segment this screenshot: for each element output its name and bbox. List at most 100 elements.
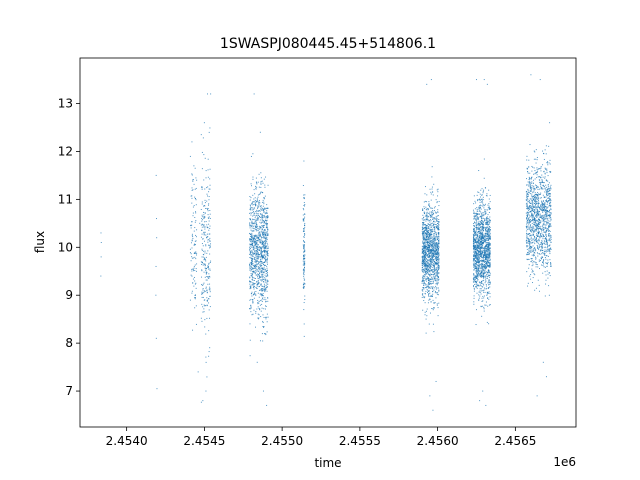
data-point (482, 265, 484, 267)
data-point (476, 284, 478, 286)
data-point (428, 282, 430, 284)
data-point (429, 267, 431, 269)
data-point (485, 245, 487, 247)
data-point (534, 223, 536, 225)
data-point (436, 234, 438, 236)
data-point (431, 238, 433, 240)
data-point (264, 279, 266, 281)
data-point (489, 230, 491, 232)
data-point (438, 260, 440, 262)
data-point (195, 287, 197, 289)
data-point (261, 269, 263, 271)
data-point (487, 248, 489, 250)
data-point (473, 265, 475, 267)
data-point (476, 242, 478, 244)
data-point (425, 214, 427, 216)
data-point (489, 293, 491, 295)
data-point (206, 279, 208, 281)
data-point (534, 204, 536, 206)
data-point (487, 259, 489, 261)
data-point (530, 234, 532, 236)
data-point (422, 237, 424, 239)
data-point (435, 259, 437, 261)
data-point (431, 240, 433, 242)
data-point (546, 216, 548, 218)
data-point (423, 262, 425, 264)
data-point (538, 242, 540, 244)
data-point (255, 234, 257, 236)
data-point (436, 271, 438, 273)
data-point (549, 234, 551, 236)
data-point (423, 258, 425, 260)
data-point (263, 232, 265, 234)
data-point (427, 220, 429, 222)
data-point (195, 305, 197, 307)
data-point (487, 256, 489, 258)
data-point (255, 223, 257, 225)
data-point (260, 266, 262, 268)
data-point (431, 308, 433, 310)
data-point (431, 262, 433, 264)
data-point (478, 281, 480, 283)
data-point (484, 218, 486, 220)
data-point (302, 219, 304, 221)
data-point (477, 273, 479, 275)
data-point (203, 291, 205, 293)
data-point (534, 229, 536, 231)
data-point (543, 223, 545, 225)
data-point (190, 274, 192, 276)
data-point (549, 209, 551, 211)
data-point (426, 236, 428, 238)
data-point (473, 276, 475, 278)
data-point (473, 212, 475, 214)
data-point (528, 226, 530, 228)
data-point (477, 227, 479, 229)
data-point (423, 238, 425, 240)
data-point (259, 267, 261, 269)
data-point (422, 224, 424, 226)
data-point (258, 261, 260, 263)
data-point (478, 250, 480, 252)
data-point (481, 271, 483, 273)
data-point (261, 285, 263, 287)
data-point (436, 238, 438, 240)
data-point (488, 219, 490, 221)
data-point (438, 246, 440, 248)
data-point (481, 194, 483, 196)
data-point (265, 305, 267, 307)
data-point (540, 249, 542, 251)
data-point (487, 254, 489, 256)
data-point (473, 258, 475, 260)
data-point (253, 212, 255, 214)
data-point (255, 251, 257, 253)
data-point (434, 253, 436, 255)
data-point (422, 280, 424, 282)
data-point (430, 226, 432, 228)
data-point (436, 270, 438, 272)
data-point (254, 244, 256, 246)
data-point (253, 291, 255, 293)
data-point (258, 173, 260, 175)
data-point (536, 209, 538, 211)
data-point (206, 317, 208, 319)
data-point (479, 290, 481, 292)
data-point (303, 268, 305, 270)
data-point (200, 224, 202, 226)
data-point (191, 224, 193, 226)
data-point (251, 254, 253, 256)
data-point (547, 245, 549, 247)
data-point (203, 282, 205, 284)
data-point (476, 268, 478, 270)
data-point (256, 200, 258, 202)
data-point (477, 248, 479, 250)
data-point (479, 232, 481, 234)
data-point (531, 226, 533, 228)
data-point (484, 253, 486, 255)
data-point (438, 222, 440, 224)
data-point (428, 265, 430, 267)
data-point (201, 291, 203, 293)
data-point (479, 261, 481, 263)
data-point (430, 283, 432, 285)
data-point (421, 288, 423, 290)
data-point (481, 217, 482, 219)
